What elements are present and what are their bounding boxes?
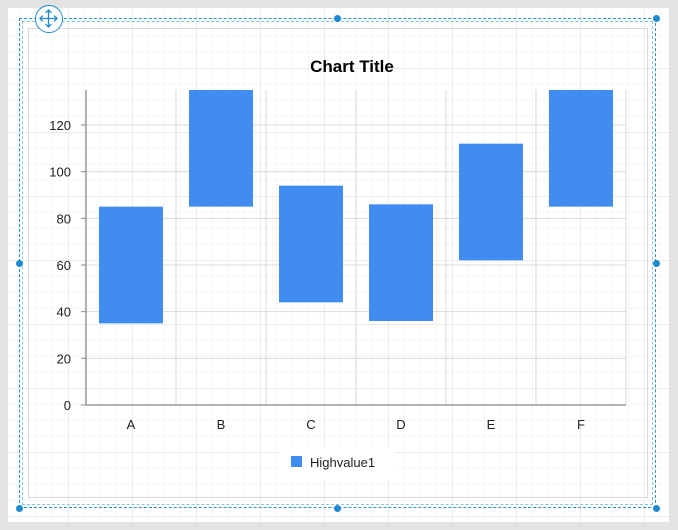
y-tick-label: 0 (64, 398, 71, 413)
x-tick-label: D (396, 417, 405, 432)
bar-A (99, 206, 163, 324)
chart-gridlines (86, 90, 627, 405)
resize-handle-top-right[interactable] (653, 15, 660, 22)
bar-B (189, 90, 253, 207)
chart-axes: 0 20 40 60 80 100 120 A B C D E F (49, 90, 626, 432)
x-tick-label: A (127, 417, 136, 432)
chart-area[interactable] (28, 28, 648, 498)
chart-title[interactable]: Chart Title (310, 57, 394, 76)
bar-C (279, 185, 343, 303)
resize-handle-left[interactable] (16, 260, 23, 267)
resize-handle-bottom[interactable] (334, 505, 341, 512)
x-tick-label: C (306, 417, 315, 432)
bar-E (459, 143, 523, 261)
y-tick-label: 20 (57, 351, 71, 366)
chart-bars (99, 90, 613, 324)
resize-handle-bottom-right[interactable] (653, 505, 660, 512)
bar-F (549, 90, 613, 207)
y-tick-label: 80 (57, 211, 71, 226)
y-tick-label: 100 (49, 165, 71, 180)
move-handle[interactable] (35, 5, 63, 33)
chart-legend[interactable]: Highvalue1 (279, 446, 395, 480)
y-tick-label: 60 (57, 258, 71, 273)
resize-handle-bottom-left[interactable] (16, 505, 23, 512)
legend-swatch (291, 456, 302, 467)
bar-D (369, 204, 433, 321)
x-tick-label: B (217, 417, 226, 432)
move-arrows-icon (39, 9, 58, 28)
resize-handle-top[interactable] (334, 15, 341, 22)
x-tick-label: E (487, 417, 496, 432)
selection-border-inner (22, 21, 653, 505)
y-tick-label: 120 (49, 118, 71, 133)
x-tick-label: F (577, 417, 585, 432)
resize-handle-right[interactable] (653, 260, 660, 267)
y-tick-label: 40 (57, 305, 71, 320)
legend-label: Highvalue1 (310, 455, 375, 470)
